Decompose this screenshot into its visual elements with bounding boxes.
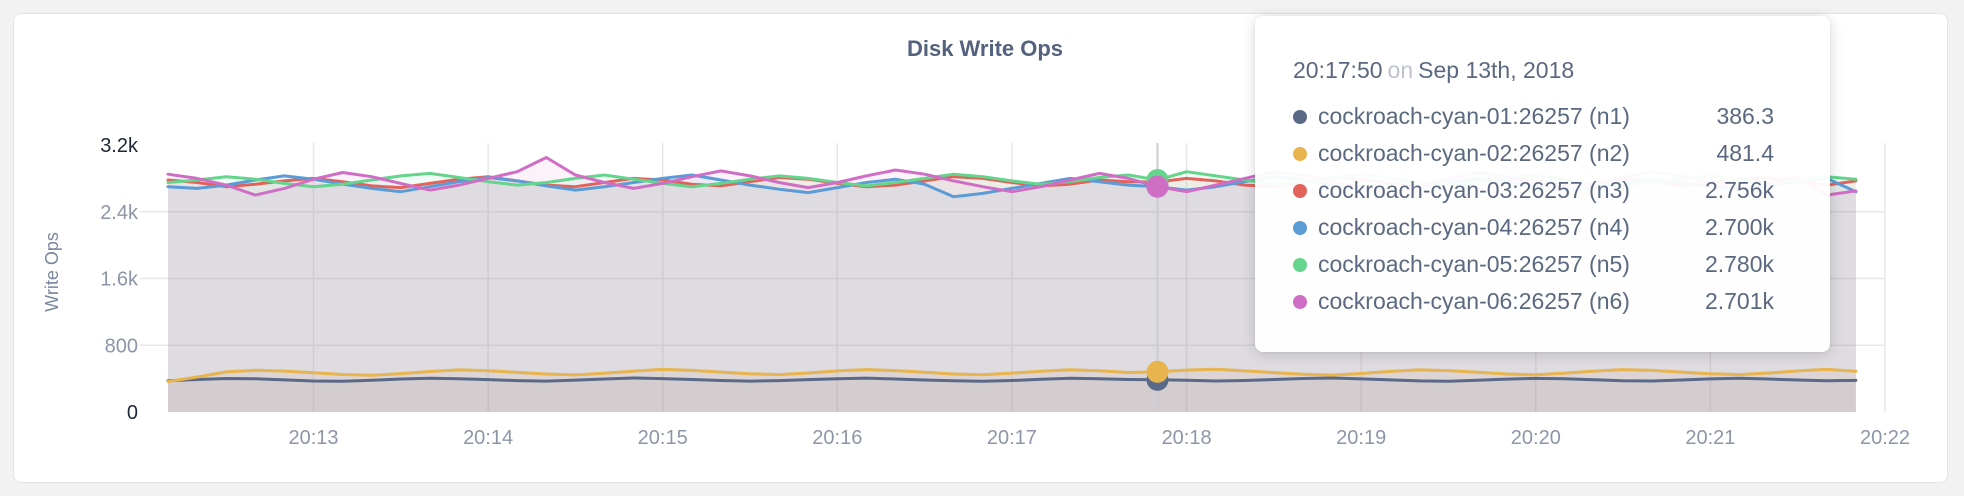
series-value: 2.756k bbox=[1704, 177, 1774, 203]
y-tick-label: 2.4k bbox=[100, 202, 139, 224]
series-value: 2.780k bbox=[1704, 251, 1774, 277]
series-name: cockroach-cyan-02:26257 (n2) bbox=[1318, 140, 1630, 166]
x-tick-label: 20:22 bbox=[1860, 427, 1910, 449]
series-name: cockroach-cyan-03:26257 (n3) bbox=[1318, 177, 1630, 203]
x-tick-label: 20:18 bbox=[1162, 427, 1212, 449]
tooltip-row: cockroach-cyan-03:26257 (n3) 2.756k bbox=[1293, 172, 1774, 209]
series-color-dot bbox=[1293, 109, 1307, 124]
y-axis-title: Write Ops bbox=[42, 232, 62, 312]
tooltip-header: 20:17:50 on Sep 13th, 2018 bbox=[1293, 56, 1774, 84]
tooltip-row: cockroach-cyan-05:26257 (n5) 2.780k bbox=[1293, 246, 1774, 283]
tooltip-row: cockroach-cyan-01:26257 (n1) 386.3 bbox=[1293, 98, 1774, 135]
chart-title: Disk Write Ops bbox=[906, 36, 1064, 61]
series-color-dot bbox=[1293, 146, 1307, 161]
x-tick-label: 20:20 bbox=[1511, 427, 1561, 449]
series-line-n1 bbox=[166, 376, 1858, 383]
x-tick-label: 20:14 bbox=[463, 427, 513, 449]
series-area-n1 bbox=[168, 378, 1856, 412]
series-name: cockroach-cyan-04:26257 (n4) bbox=[1318, 214, 1630, 240]
tooltip-date: Sep 13th, 2018 bbox=[1418, 57, 1575, 83]
x-tick-label: 20:16 bbox=[812, 427, 862, 449]
series-line-n2 bbox=[166, 367, 1858, 383]
y-tick-label: 3.2k bbox=[100, 135, 139, 157]
y-tick-label: 0 bbox=[127, 402, 138, 424]
x-tick-label: 20:21 bbox=[1685, 427, 1735, 449]
series-color-dot bbox=[1293, 257, 1307, 272]
tooltip-row: cockroach-cyan-04:26257 (n4) 2.700k bbox=[1293, 209, 1774, 246]
x-tick-label: 20:17 bbox=[987, 427, 1037, 449]
tooltip-on-label: on bbox=[1387, 57, 1414, 83]
series-value: 386.3 bbox=[1716, 103, 1774, 129]
series-color-dot bbox=[1293, 183, 1307, 198]
series-name: cockroach-cyan-05:26257 (n5) bbox=[1318, 251, 1630, 277]
x-tick-label: 20:13 bbox=[288, 427, 338, 449]
tooltip-row: cockroach-cyan-06:26257 (n6) 2.701k bbox=[1293, 283, 1774, 320]
hover-tooltip: 20:17:50 on Sep 13th, 2018 cockroach-cyan-… bbox=[1255, 16, 1830, 352]
tooltip-series-list: cockroach-cyan-01:26257 (n1) 386.3 cockroa… bbox=[1293, 98, 1774, 320]
series-name: cockroach-cyan-06:26257 (n6) bbox=[1318, 288, 1630, 314]
tooltip-time: 20:17:50 bbox=[1293, 57, 1383, 83]
x-tick-label: 20:19 bbox=[1336, 427, 1386, 449]
series-value: 2.700k bbox=[1704, 214, 1774, 240]
x-tick-label: 20:15 bbox=[638, 427, 688, 449]
tooltip-row: cockroach-cyan-02:26257 (n2) 481.4 bbox=[1293, 135, 1774, 172]
y-tick-label: 1.6k bbox=[100, 269, 139, 291]
series-value: 481.4 bbox=[1716, 140, 1774, 166]
hover-point-n6 bbox=[1146, 175, 1169, 198]
series-name: cockroach-cyan-01:26257 (n1) bbox=[1318, 103, 1630, 129]
series-value: 2.701k bbox=[1704, 288, 1774, 314]
hover-point-n2 bbox=[1146, 360, 1169, 383]
series-color-dot bbox=[1293, 220, 1307, 235]
y-tick-label: 800 bbox=[105, 335, 138, 357]
series-color-dot bbox=[1293, 294, 1307, 309]
